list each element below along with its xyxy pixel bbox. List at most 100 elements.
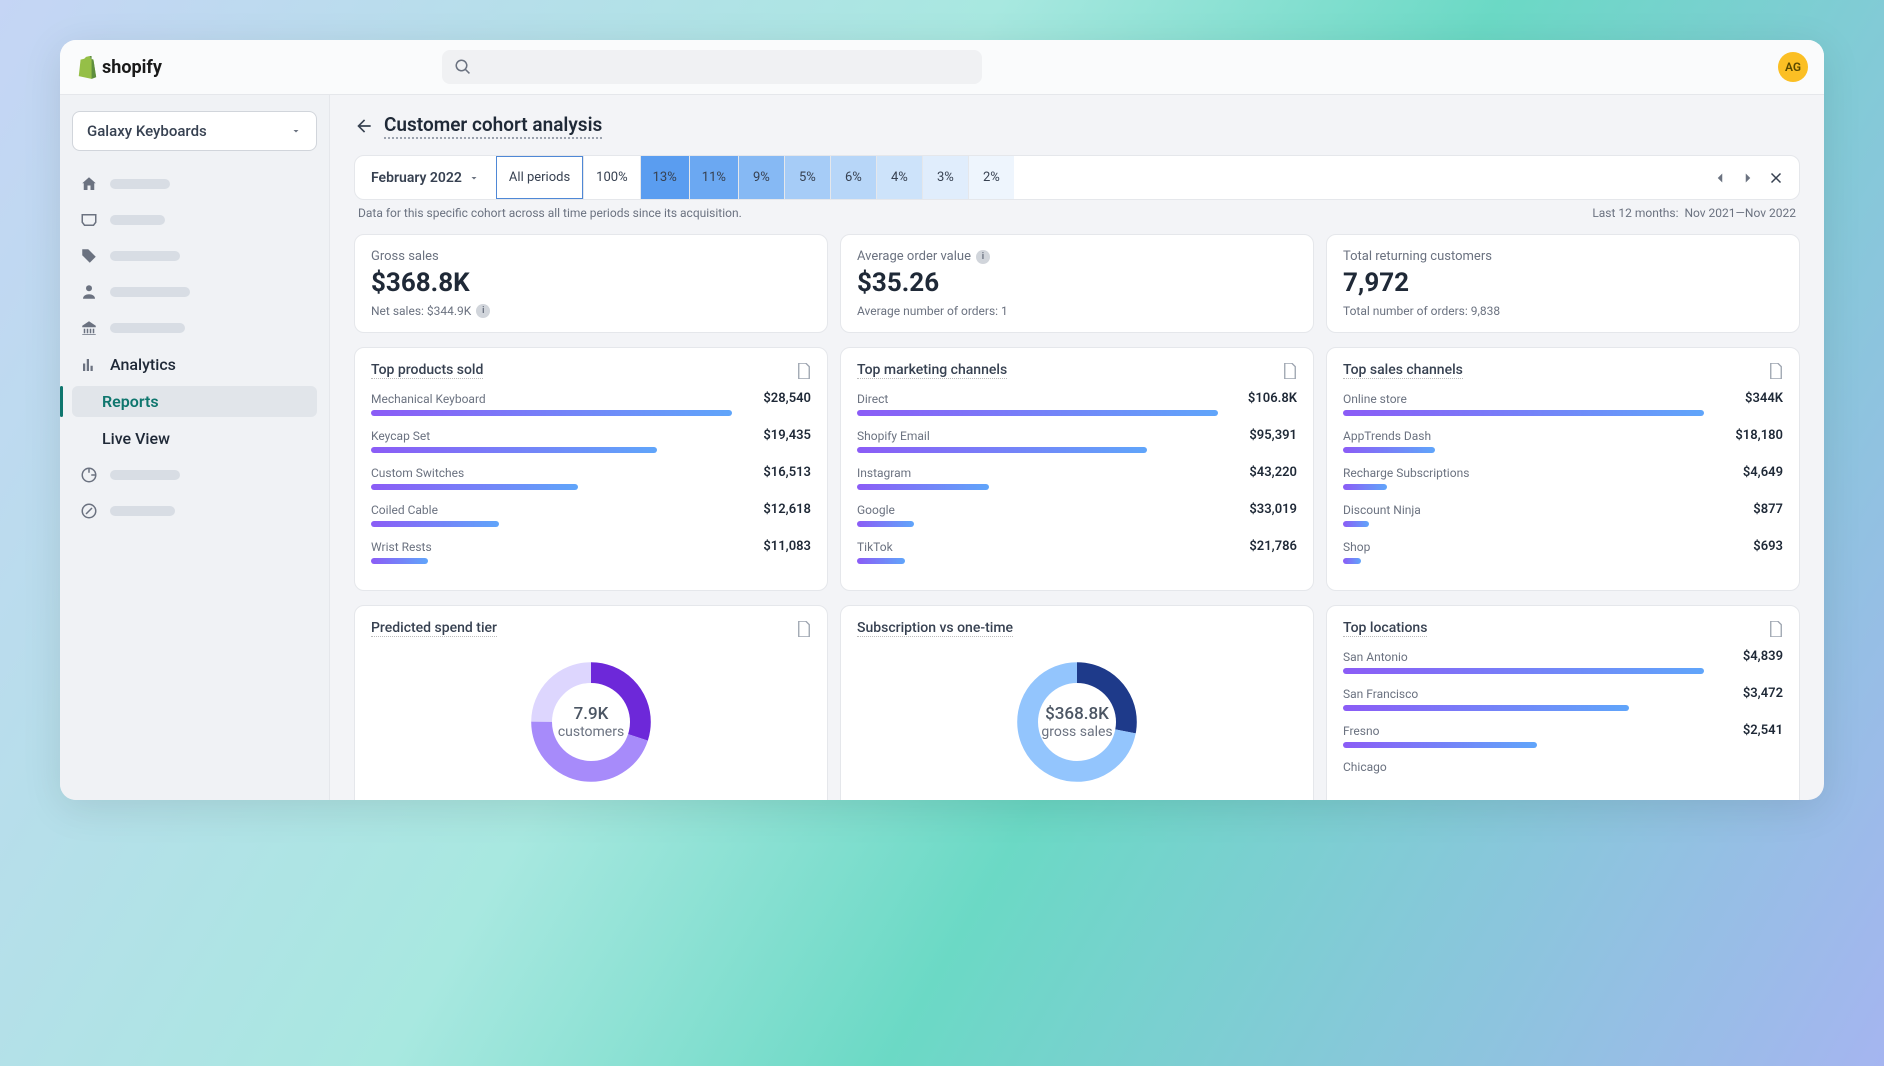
bar-item: Direct$106.8K: [857, 391, 1297, 416]
bar-fill: [371, 521, 499, 527]
cohort-meta-right: Last 12 months: Nov 2021—Nov 2022: [1592, 206, 1796, 220]
bar-label: Discount Ninja: [1343, 503, 1421, 517]
nav-analytics[interactable]: Analytics: [72, 349, 317, 380]
chevron-left-icon[interactable]: [1711, 169, 1729, 187]
cohort-seg[interactable]: 3%: [922, 156, 968, 199]
chevron-down-icon: [290, 125, 302, 137]
bar-value: $28,540: [763, 391, 811, 406]
bar-label: Recharge Subscriptions: [1343, 466, 1469, 480]
card-title: Subscription vs one-time: [857, 620, 1013, 637]
bar-list: Direct$106.8KShopify Email$95,391Instagr…: [857, 391, 1297, 564]
bar-list: Online store$344KAppTrends Dash$18,180Re…: [1343, 391, 1783, 564]
kpi-label: Gross sales: [371, 249, 811, 264]
bar-label: Shop: [1343, 540, 1370, 554]
cohort-seg[interactable]: 6%: [830, 156, 876, 199]
bar-label: San Francisco: [1343, 687, 1418, 701]
nav-products[interactable]: [72, 241, 317, 271]
user-avatar[interactable]: AG: [1778, 52, 1808, 82]
nav-orders[interactable]: [72, 205, 317, 235]
kpi-returning: Total returning customers 7,972 Total nu…: [1326, 234, 1800, 333]
card-title: Top locations: [1343, 620, 1427, 637]
bar-label: Instagram: [857, 466, 911, 480]
bar-fill: [857, 521, 914, 527]
info-icon[interactable]: i: [476, 304, 490, 318]
document-icon[interactable]: [797, 363, 811, 379]
bar-item: Discount Ninja$877: [1343, 502, 1783, 527]
top-cards-row: Top products sold Mechanical Keyboard$28…: [354, 347, 1800, 591]
nav-home[interactable]: [72, 169, 317, 199]
bar-item: TikTok$21,786: [857, 539, 1297, 564]
bar-value: $693: [1753, 539, 1783, 554]
bar-fill: [1343, 742, 1537, 748]
bar-fill: [1343, 447, 1435, 453]
person-icon: [80, 283, 98, 301]
card-spend-tier: Predicted spend tier 7.9Kcustomers: [354, 605, 828, 800]
document-icon[interactable]: [1769, 363, 1783, 379]
cohort-seg-all[interactable]: All periods: [496, 156, 583, 199]
bar-fill: [1343, 410, 1704, 416]
bar-label: Custom Switches: [371, 466, 464, 480]
document-icon[interactable]: [1769, 621, 1783, 637]
sidebar: Galaxy Keyboards Analytics Reports Live …: [60, 95, 330, 800]
bar-value: $33,019: [1249, 502, 1297, 517]
card-title: Top sales channels: [1343, 362, 1463, 379]
bar-label: Fresno: [1343, 724, 1379, 738]
bar-item: San Francisco$3,472: [1343, 686, 1783, 711]
bar-fill: [857, 410, 1218, 416]
search-input[interactable]: [442, 50, 982, 84]
cohort-seg[interactable]: 4%: [876, 156, 922, 199]
bar-label: AppTrends Dash: [1343, 429, 1431, 443]
cohort-meta-left: Data for this specific cohort across all…: [358, 206, 742, 220]
bar-value: $2,541: [1743, 723, 1783, 738]
bar-list: Mechanical Keyboard$28,540Keycap Set$19,…: [371, 391, 811, 564]
cohort-filter-bar: February 2022 All periods 100%13%11%9%5%…: [354, 155, 1800, 200]
shopify-bag-icon: [76, 55, 98, 79]
cohort-seg[interactable]: 2%: [968, 156, 1014, 199]
kpi-value: 7,972: [1343, 268, 1783, 298]
kpi-row: Gross sales $368.8K Net sales: $344.9Ki …: [354, 234, 1800, 333]
bar-item: Wrist Rests$11,083: [371, 539, 811, 564]
bar-value: $12,618: [763, 502, 811, 517]
bar-fill: [371, 410, 732, 416]
nav-discounts[interactable]: [72, 496, 317, 526]
nav-customers[interactable]: [72, 277, 317, 307]
nav-reports[interactable]: Reports: [72, 386, 317, 417]
brand-logo[interactable]: shopify: [76, 55, 162, 79]
analytics-icon: [80, 356, 98, 374]
cohort-seg[interactable]: 13%: [640, 156, 689, 199]
page-header: Customer cohort analysis: [354, 113, 1800, 139]
chevron-right-icon[interactable]: [1739, 169, 1757, 187]
store-name: Galaxy Keyboards: [87, 122, 207, 140]
bar-value: $4,649: [1743, 465, 1783, 480]
bar-fill: [1343, 484, 1387, 490]
document-icon[interactable]: [797, 621, 811, 637]
document-icon[interactable]: [1283, 363, 1297, 379]
kpi-value: $35.26: [857, 268, 1297, 298]
bar-label: Wrist Rests: [371, 540, 432, 554]
close-icon[interactable]: [1767, 169, 1785, 187]
nav-live-view[interactable]: Live View: [72, 423, 317, 454]
cohort-seg[interactable]: 100%: [583, 156, 639, 199]
store-selector[interactable]: Galaxy Keyboards: [72, 111, 317, 151]
bar-fill: [857, 447, 1147, 453]
cohort-meta: Data for this specific cohort across all…: [354, 206, 1800, 220]
target-icon: [80, 466, 98, 484]
brand-text: shopify: [102, 57, 162, 78]
bar-item: Fresno $2,541: [1343, 723, 1783, 748]
bar-item: Custom Switches$16,513: [371, 465, 811, 490]
cohort-seg[interactable]: 9%: [738, 156, 784, 199]
bar-item: Shop $693: [1343, 539, 1783, 564]
kpi-sub: Average number of orders: 1: [857, 304, 1297, 318]
bar-item: Coiled Cable$12,618: [371, 502, 811, 527]
cohort-period-selector[interactable]: February 2022: [355, 156, 496, 199]
nav-finances[interactable]: [72, 313, 317, 343]
info-icon[interactable]: i: [976, 250, 990, 264]
donut-chart-spend: 7.9Kcustomers: [526, 657, 656, 787]
cohort-seg[interactable]: 5%: [784, 156, 830, 199]
bar-fill: [857, 558, 905, 564]
bar-value: $43,220: [1249, 465, 1297, 480]
cohort-seg[interactable]: 11%: [689, 156, 738, 199]
app-window: shopify AG Galaxy Keyboards Analytics Re…: [60, 40, 1824, 800]
nav-marketing[interactable]: [72, 460, 317, 490]
back-arrow-icon[interactable]: [354, 116, 374, 136]
